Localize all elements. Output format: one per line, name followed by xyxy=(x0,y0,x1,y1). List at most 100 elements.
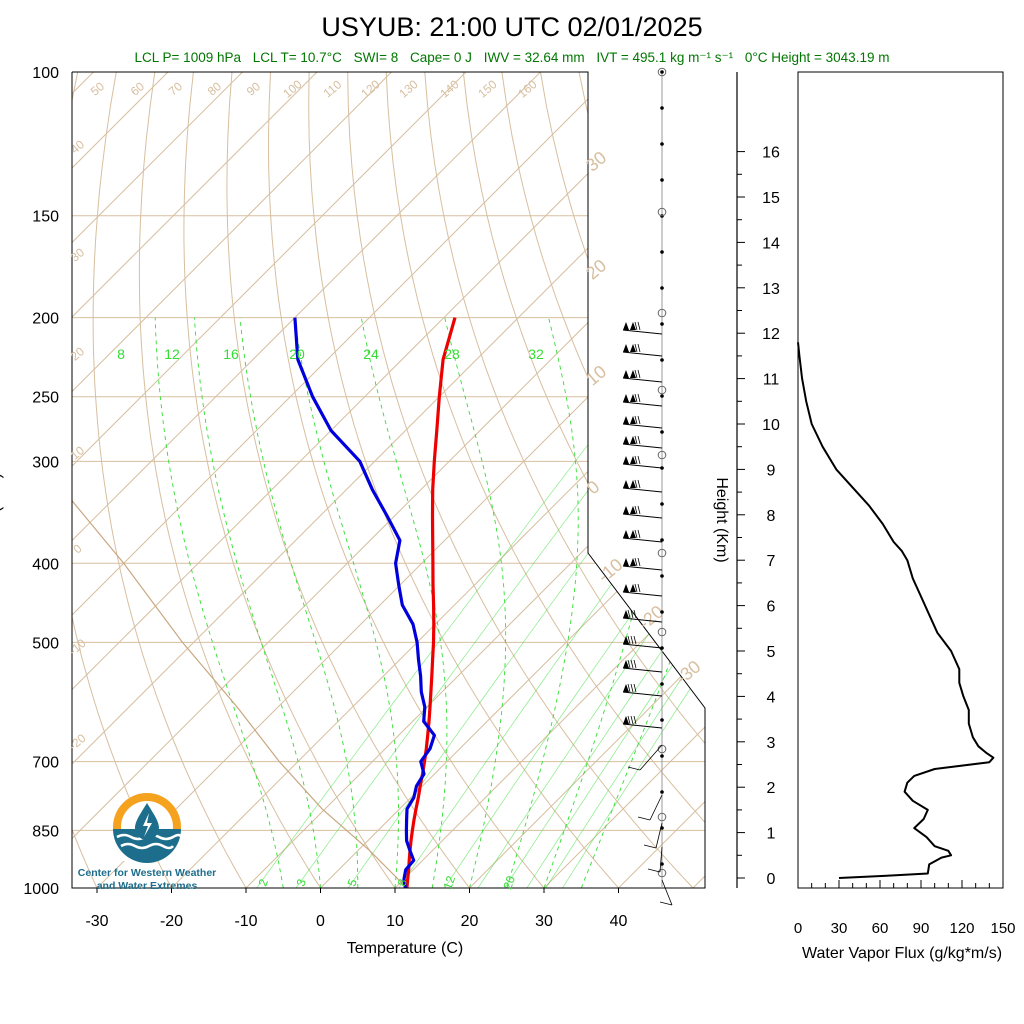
moist-adiabat xyxy=(444,317,507,888)
barb-feather xyxy=(630,683,634,693)
dry-adiabat xyxy=(810,72,1024,905)
wind-barb xyxy=(622,557,663,571)
dry-adiabat xyxy=(308,72,635,888)
ivt-value: IVT = 495.1 kg m⁻¹ s⁻¹ xyxy=(596,50,733,65)
wind-barb xyxy=(622,435,663,449)
wind-barb xyxy=(622,505,663,519)
barb-feather xyxy=(637,479,641,489)
moist-adiabat xyxy=(506,317,579,888)
isotherm-label: 10 xyxy=(68,443,87,463)
dry-adiabat xyxy=(462,72,705,888)
iwv-value: IWV = 32.64 mm xyxy=(484,50,585,65)
isotherm-label: 160 xyxy=(515,77,540,101)
barb-flag xyxy=(623,636,629,644)
barb-feather xyxy=(637,393,641,403)
barb-shaft xyxy=(622,617,663,623)
isotherm-label: 10 xyxy=(582,361,610,389)
isotherm-line xyxy=(72,72,318,888)
chart-title: USYUB: 21:00 UTC 02/01/2025 xyxy=(321,12,702,42)
isotherm-line xyxy=(72,72,690,888)
flux-curve xyxy=(797,342,995,879)
isotherm-line xyxy=(750,72,1024,905)
barb-shaft xyxy=(649,794,663,821)
wind-level-ring xyxy=(657,207,667,217)
barb-flag xyxy=(623,416,629,424)
flux-tick-label: 0 xyxy=(794,920,802,937)
isotherm-label: 40 xyxy=(68,137,87,157)
height-tick-label: 8 xyxy=(767,508,776,525)
temperature-tick-label: 20 xyxy=(461,913,479,930)
moist-adiabat xyxy=(239,317,359,888)
barb-shaft xyxy=(622,513,663,519)
height-tick-label: 12 xyxy=(762,326,780,343)
barb-feather xyxy=(637,415,641,425)
pressure-tick-label: 500 xyxy=(32,635,59,652)
height-tick-label: 11 xyxy=(763,372,780,389)
temperature-tick-label: -10 xyxy=(234,913,257,930)
barb-shaft xyxy=(661,879,673,906)
isotherm-line xyxy=(79,72,705,888)
height-tick-label: 10 xyxy=(762,417,780,434)
isotherm-line xyxy=(72,72,705,888)
mixing-ratio-label: 8 xyxy=(117,346,125,362)
wind-dot xyxy=(660,718,664,722)
wind-dot xyxy=(660,322,664,326)
isotherm-label: 70 xyxy=(166,79,185,99)
isotherm-line xyxy=(451,72,705,888)
barb-flag xyxy=(623,530,629,538)
barb-shaft xyxy=(622,487,663,493)
pressure-tick-label: 150 xyxy=(32,209,59,226)
freezing-level: 0°C Height = 3043.19 m xyxy=(745,50,890,65)
height-tick-label: 13 xyxy=(762,281,780,298)
skew-plot-area xyxy=(72,72,1024,905)
isotherm-label: 30 xyxy=(582,147,610,175)
barb-flag xyxy=(623,480,629,488)
wind-dot xyxy=(660,538,664,542)
height-tick-label: 9 xyxy=(767,462,776,479)
barb-feather xyxy=(627,635,631,645)
isotherm-label: -30 xyxy=(672,656,705,688)
dewpoint-line xyxy=(293,317,436,888)
barb-feather xyxy=(630,635,634,645)
barb-flag xyxy=(630,344,636,352)
wind-dot xyxy=(660,178,664,182)
lcl-temperature: LCL T= 10.7°C xyxy=(253,50,342,65)
barb-feather xyxy=(627,715,631,725)
height-tick-label: 5 xyxy=(767,644,776,661)
barb-shaft xyxy=(622,329,663,335)
temperature-tick-label: -30 xyxy=(85,913,108,930)
isotherm-line xyxy=(72,72,94,888)
mixing-ratio-line xyxy=(562,382,705,888)
isotherm-line xyxy=(72,72,392,888)
height-tick-label: 2 xyxy=(767,780,776,797)
cw3e-logo: Center for Western Weather and Water Ext… xyxy=(78,793,216,892)
wind-dot xyxy=(660,754,664,758)
mixing-ratio-label: 20 xyxy=(500,874,518,892)
isotherm-line xyxy=(72,72,169,888)
isotherm-label: -20 xyxy=(66,731,89,753)
lcl-pressure: LCL P= 1009 hPa xyxy=(135,50,242,65)
barb-feather xyxy=(634,321,638,331)
barb-feather xyxy=(637,343,641,353)
dry-adiabat xyxy=(138,72,333,888)
wind-barb xyxy=(622,659,663,673)
barb-feather xyxy=(634,343,638,353)
mixing-ratio-label: 32 xyxy=(528,346,544,362)
barb-feather xyxy=(637,505,641,515)
barb-flag xyxy=(623,370,629,378)
barb-shaft xyxy=(622,463,663,469)
isotherm-label: 0 xyxy=(583,477,604,499)
barb-feather xyxy=(634,393,638,403)
pressure-tick-label: 400 xyxy=(32,556,59,573)
dry-adiabat xyxy=(72,72,106,888)
dry-adiabat xyxy=(578,72,705,888)
wind-barb xyxy=(622,415,663,429)
height-tick-label: 0 xyxy=(767,871,776,888)
wind-barb xyxy=(622,393,663,407)
height-tick-label: 6 xyxy=(767,599,776,616)
barb-feather xyxy=(627,683,631,693)
barb-shaft xyxy=(639,744,663,771)
barb-flag xyxy=(623,684,629,692)
